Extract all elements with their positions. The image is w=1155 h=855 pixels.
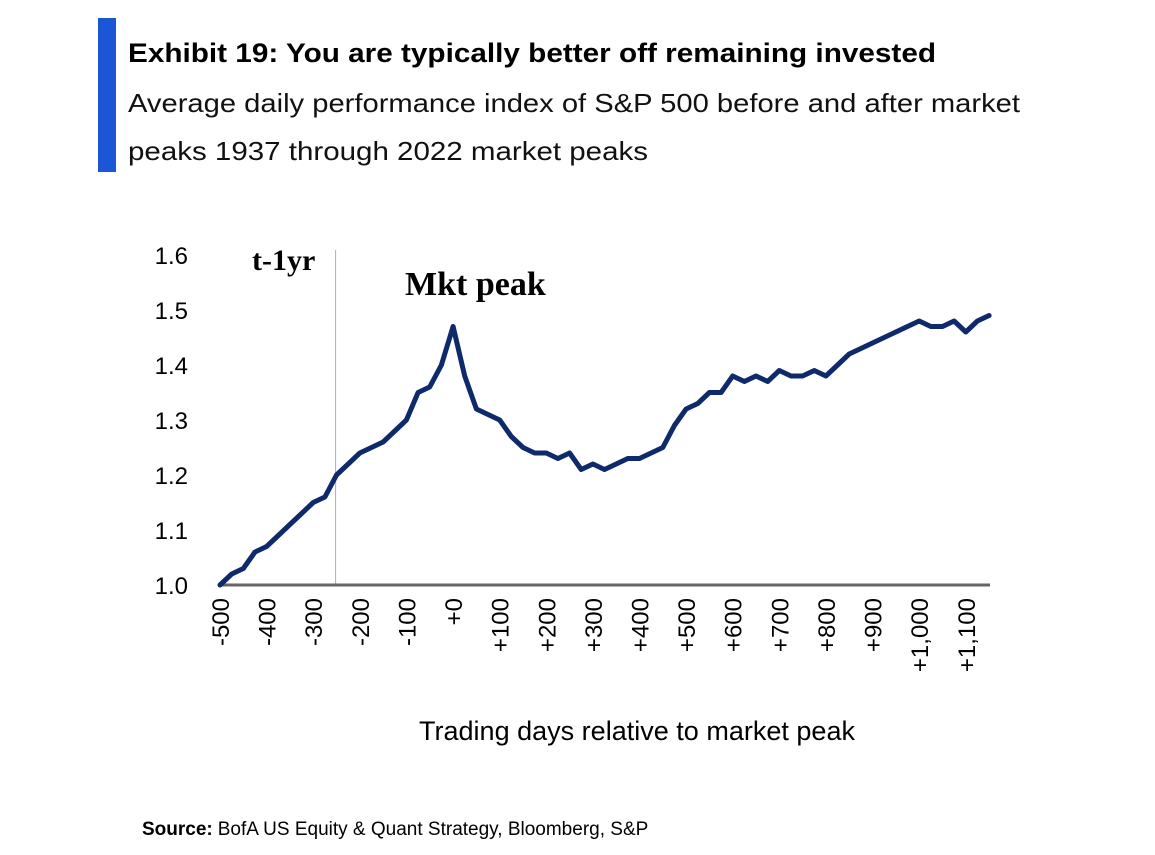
y-tick-label: 1.5 bbox=[155, 298, 188, 325]
y-tick-label: 1.6 bbox=[155, 243, 188, 270]
x-tick-label: +300 bbox=[581, 598, 608, 652]
title-accent bbox=[98, 18, 116, 172]
y-tick-label: 1.2 bbox=[155, 463, 188, 490]
x-tick-label: +0 bbox=[441, 598, 468, 625]
x-tick-label: +1,100 bbox=[954, 598, 981, 672]
x-tick-label: -200 bbox=[348, 598, 375, 646]
x-tick-label: +100 bbox=[488, 598, 515, 652]
chart-title: Exhibit 19: You are typically better off… bbox=[128, 38, 936, 68]
x-tick-label: +200 bbox=[534, 598, 561, 652]
annotation: t-1yr bbox=[252, 244, 315, 277]
x-tick-label: -300 bbox=[301, 598, 328, 646]
data-line bbox=[217, 313, 992, 588]
x-tick-label: -400 bbox=[255, 598, 282, 646]
x-tick-label: -100 bbox=[394, 598, 421, 646]
x-tick-label: +600 bbox=[721, 598, 748, 652]
y-tick-label: 1.4 bbox=[155, 353, 188, 380]
source-label: Source: bbox=[142, 819, 213, 840]
subtitle: Average daily performance index of S&P 5… bbox=[128, 88, 1021, 118]
x-tick-label: +500 bbox=[674, 598, 701, 652]
subtitle: peaks 1937 through 2022 market peaks bbox=[128, 136, 648, 166]
x-tick-label: -500 bbox=[208, 598, 235, 646]
x-tick-label: +700 bbox=[767, 598, 794, 652]
x-tick-label: +800 bbox=[814, 598, 841, 652]
x-axis-label: Trading days relative to market peak bbox=[419, 716, 855, 746]
x-tick-label: +900 bbox=[861, 598, 888, 652]
y-tick-label: 1.0 bbox=[155, 573, 188, 600]
x-tick-label: +1,000 bbox=[907, 598, 934, 672]
y-tick-label: 1.3 bbox=[155, 408, 188, 435]
source-text: BofA US Equity & Quant Strategy, Bloombe… bbox=[218, 819, 649, 840]
y-tick-label: 1.1 bbox=[155, 518, 188, 545]
source: Source: BofA US Equity & Quant Strategy, … bbox=[142, 819, 648, 840]
annotation: Mkt peak bbox=[405, 266, 546, 303]
x-tick-label: +400 bbox=[627, 598, 654, 652]
